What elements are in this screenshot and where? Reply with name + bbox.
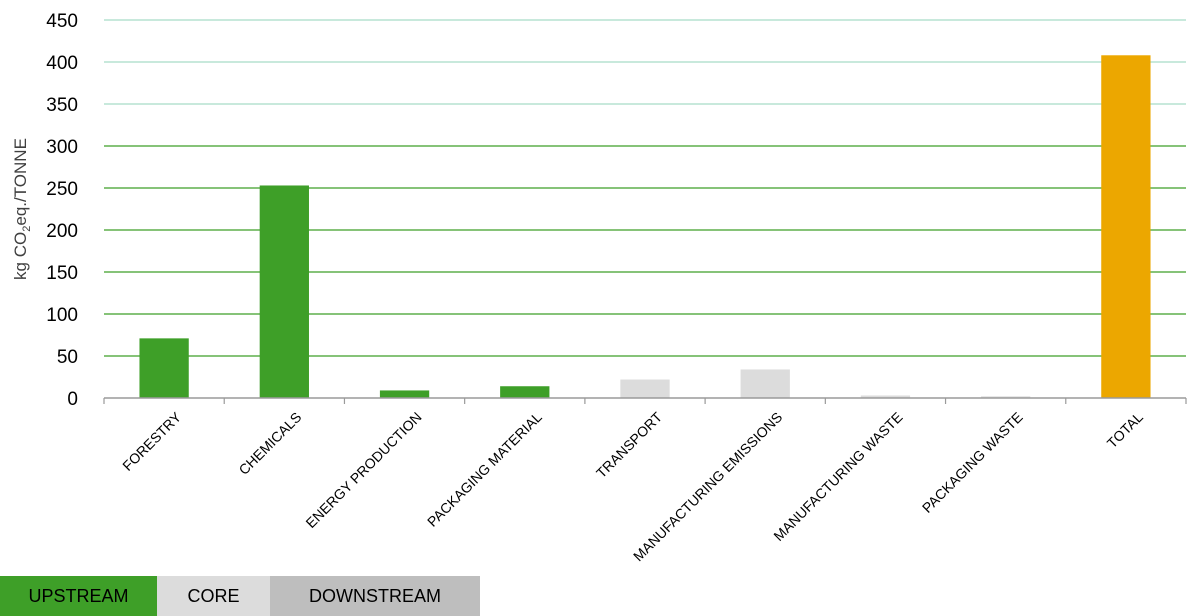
- x-tick-label: MANUFACTURING EMISSIONS: [630, 409, 785, 564]
- y-tick-label: 300: [46, 137, 78, 158]
- x-tick-label: ENERGY PRODUCTION: [302, 409, 424, 531]
- y-tick-label: 400: [46, 53, 78, 74]
- y-tick-label: 100: [46, 305, 78, 326]
- x-tick-label: FORESTRY: [119, 408, 185, 474]
- x-tick-label: MANUFACTURING WASTE: [770, 409, 905, 544]
- y-tick-label: 0: [67, 389, 78, 410]
- legend-item-upstream: UPSTREAM: [0, 576, 157, 616]
- bar-energy-production: [379, 390, 430, 398]
- x-tick-label: TOTAL: [1104, 409, 1146, 451]
- x-tick-label: PACKAGING WASTE: [919, 409, 1026, 516]
- y-tick-label: 150: [46, 263, 78, 284]
- x-tick-label: TRANSPORT: [593, 408, 666, 481]
- y-tick-label: 200: [46, 221, 78, 242]
- bar-manufacturing-emissions: [740, 369, 790, 398]
- y-tick-label: 50: [57, 347, 78, 368]
- y-tick-label: 450: [46, 11, 78, 32]
- bar-packaging-material: [500, 386, 550, 398]
- bar-total: [1101, 55, 1151, 398]
- legend: UPSTREAM CORE DOWNSTREAM: [0, 576, 480, 616]
- legend-item-downstream: DOWNSTREAM: [270, 576, 480, 616]
- bar-packaging-waste: [981, 396, 1031, 398]
- y-tick-label: 350: [46, 95, 78, 116]
- x-axis-tick-marks: [103, 398, 1187, 404]
- bar-transport: [620, 379, 670, 398]
- legend-item-core: CORE: [157, 576, 270, 616]
- x-tick-label: PACKAGING MATERIAL: [424, 409, 545, 530]
- bars: [139, 55, 1151, 398]
- x-tick-label: CHEMICALS: [235, 409, 304, 478]
- y-axis-ticks: 0 50 100 150 200 250 300 350 400 450: [46, 11, 78, 410]
- bar-manufacturing-waste: [860, 395, 911, 398]
- y-axis-label: kg CO2eq./TONNE: [11, 138, 33, 280]
- bar-chart: 0 50 100 150 200 250 300 350 400 450 FORESTRY CHEM…: [11, 11, 1187, 564]
- bar-chemicals: [259, 185, 309, 398]
- bar-forestry: [139, 338, 189, 398]
- y-tick-label: 250: [46, 179, 78, 200]
